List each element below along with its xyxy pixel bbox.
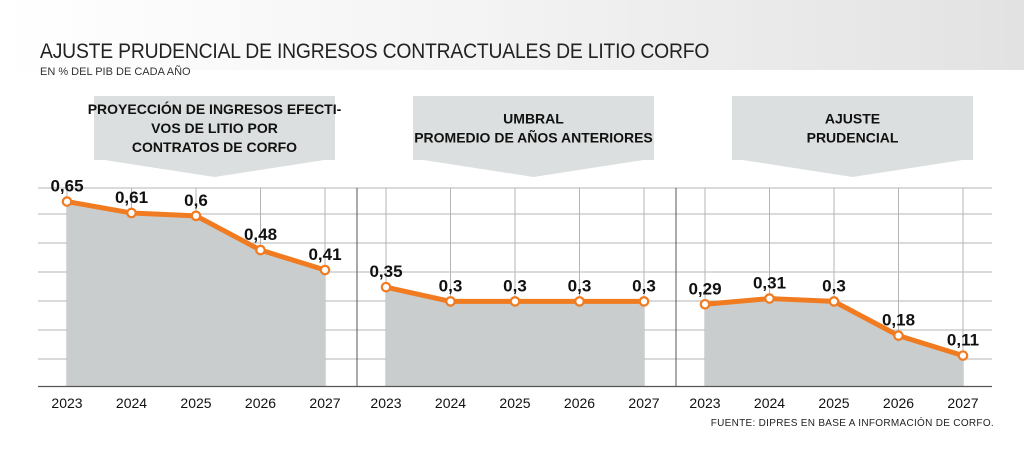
x-tick-label-1-3: 2025 [180, 395, 211, 411]
data-label-2-5: 0,3 [632, 276, 656, 295]
chart-title: AJUSTE PRUDENCIAL DE INGRESOS CONTRACTUA… [40, 40, 710, 63]
x-tick-label-3-4: 2026 [883, 395, 914, 411]
data-label-1-5: 0,41 [308, 245, 341, 264]
data-point-2-1 [380, 281, 392, 293]
x-tick-label-2-4: 2026 [564, 395, 595, 411]
panel-banner-2 [413, 96, 654, 177]
data-point-1-4 [255, 244, 266, 256]
x-tick-label-1-1: 2023 [51, 395, 82, 411]
data-point-1-3 [190, 210, 202, 222]
x-tick-label-3-1: 2023 [689, 395, 720, 411]
area-fill-3 [705, 298, 963, 386]
data-label-1-1: 0,65 [50, 177, 83, 196]
data-label-3-4: 0,18 [882, 311, 915, 330]
source-note: FUENTE: DIPRES EN BASE A INFORMACIÓN DE … [710, 418, 994, 429]
data-label-2-3: 0,3 [503, 276, 527, 295]
x-tick-label-1-4: 2026 [245, 395, 276, 411]
x-tick-label-2-5: 2027 [628, 395, 659, 411]
x-tick-label-1-2: 2024 [116, 395, 147, 411]
area-fill-2 [386, 287, 644, 386]
data-label-2-4: 0,3 [568, 276, 592, 295]
data-point-2-5 [638, 296, 650, 307]
data-label-2-1: 0,35 [369, 262, 402, 281]
data-point-1-5 [319, 264, 331, 276]
x-tick-label-3-3: 2025 [818, 395, 849, 411]
x-tick-label-3-5: 2027 [947, 395, 978, 411]
area-fill-1 [67, 201, 325, 386]
chart-subtitle: EN % DEL PIB DE CADA AÑO [40, 66, 191, 78]
data-point-1-1 [61, 196, 73, 207]
title-band [0, 0, 1024, 70]
data-point-3-4 [893, 330, 904, 341]
x-tick-label-1-5: 2027 [309, 395, 340, 411]
panel-banner-1 [94, 96, 335, 177]
data-point-2-2 [445, 296, 456, 307]
panel-title-line-1-3: CONTRATOS DE CORFO [132, 139, 297, 155]
x-tick-label-2-3: 2025 [499, 395, 530, 411]
x-tick-label-2-1: 2023 [370, 395, 401, 411]
data-point-3-3 [828, 296, 840, 307]
x-tick-label-3-2: 2024 [754, 395, 785, 411]
panel-title-line-1-2: VOS DE LITIO POR [151, 120, 278, 136]
data-point-1-2 [126, 207, 137, 219]
panel-title-line-3-1: AJUSTE [825, 111, 880, 127]
panel-title-line-3-2: PRUDENCIAL [807, 130, 899, 146]
panel-banner-3 [732, 96, 973, 177]
data-point-3-5 [957, 350, 969, 361]
data-label-3-1: 0,29 [688, 279, 721, 298]
data-label-1-3: 0,6 [184, 191, 208, 210]
data-label-3-5: 0,11 [947, 331, 979, 350]
panel-title-line-1-1: PROYECCIÓN DE INGRESOS EFECTI- [88, 100, 342, 117]
data-label-1-2: 0,61 [115, 188, 148, 207]
data-point-3-1 [699, 298, 711, 310]
data-point-2-4 [574, 296, 585, 307]
panel-title-line-2-2: PROMEDIO DE AÑOS ANTERIORES [414, 129, 653, 146]
data-point-3-2 [764, 293, 775, 304]
panel-title-line-2-1: UMBRAL [503, 111, 564, 127]
data-point-2-3 [509, 296, 521, 307]
x-tick-label-2-2: 2024 [435, 395, 466, 411]
data-label-3-3: 0,3 [822, 276, 846, 295]
data-label-1-4: 0,48 [244, 225, 277, 244]
data-label-2-2: 0,3 [439, 276, 463, 295]
data-label-3-2: 0,31 [753, 274, 786, 293]
